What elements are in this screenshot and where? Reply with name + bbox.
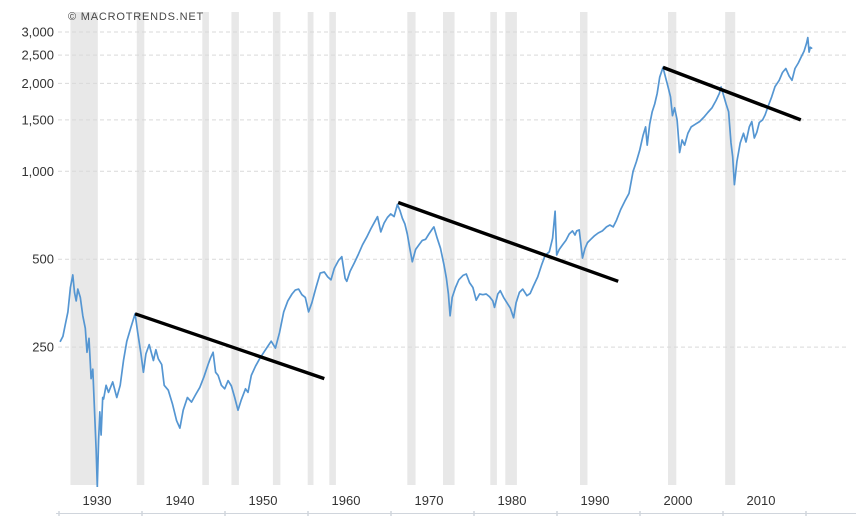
recession-band [505,12,517,485]
trendline [397,200,619,283]
recession-band [725,12,736,485]
recession-band [307,12,314,485]
y-axis-label: 3,000 [21,25,54,40]
x-axis-label: 1960 [332,493,361,508]
y-axis-label: 250 [32,340,54,355]
y-axis-label: 1,000 [21,164,54,179]
recession-band [490,12,497,485]
y-axis-label: 2,000 [21,76,54,91]
recession-bands [70,12,736,485]
recession-band [272,12,281,485]
y-axis-label: 1,500 [21,112,54,127]
recession-band [231,12,239,485]
plot-area-overlay[interactable] [56,6,856,487]
price-line-series [59,36,813,487]
recession-band [329,12,336,485]
y-axis-label: 500 [32,252,54,267]
x-axis: 1930 1940 1950 1960 1970 1980 1990 2000 2010 [56,493,856,516]
recession-band [580,12,588,485]
x-axis-label: 1940 [166,493,195,508]
x-axis-label: 1980 [498,493,527,508]
gridlines [58,31,847,348]
y-axis-labels: 3,000 2,500 2,000 1,500 1,000 500 250 [21,25,54,355]
recession-band [202,12,209,485]
x-axis-label: 1930 [83,493,112,508]
trendline [662,65,802,122]
price-line [59,36,813,487]
x-axis-label: 1970 [415,493,444,508]
recession-band [70,12,98,485]
x-axis-label: 2000 [664,493,693,508]
recession-band [136,12,145,485]
x-axis-label: 1950 [249,493,278,508]
watermark: © MACROTRENDS.NET [68,11,204,23]
x-axis-label: 1990 [581,493,610,508]
trendline [134,312,325,381]
x-axis-label: 2010 [747,493,776,508]
y-axis-label: 2,500 [21,48,54,63]
recession-band [443,12,455,485]
trendlines [134,65,802,381]
recession-band [407,12,416,485]
recession-band [668,12,677,485]
